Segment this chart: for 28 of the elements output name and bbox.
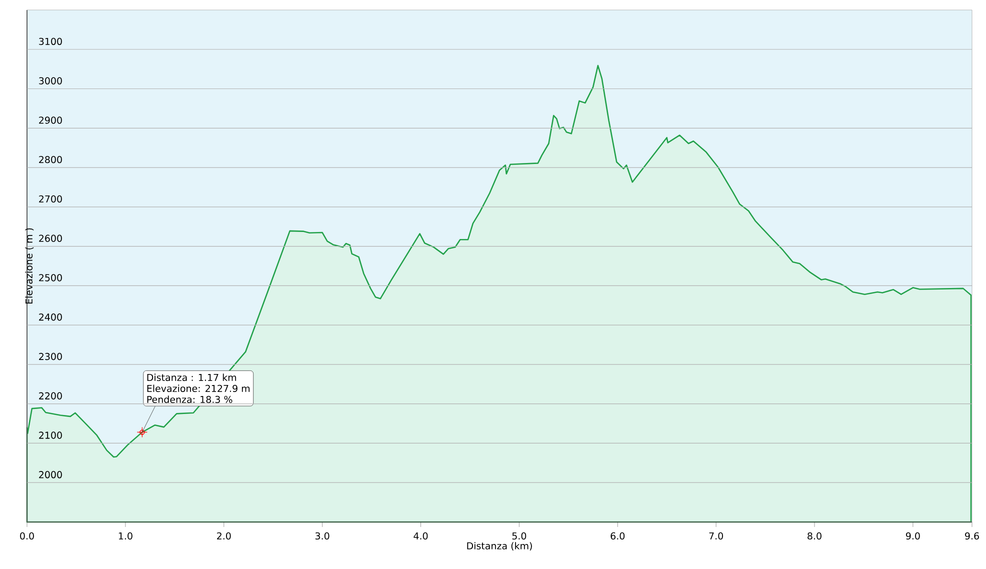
y-tick-label: 2400 (39, 314, 62, 321)
x-tick-label: 4.0 (414, 532, 428, 540)
y-tick-label: 2700 (39, 195, 62, 203)
x-tick-label: 0.0 (20, 532, 34, 540)
x-tick-label: 6.0 (610, 532, 625, 540)
annotation: Pendenza: 18.3 % (147, 396, 232, 404)
y-axis-title: Elevazione ( m ) (25, 228, 34, 304)
y-tick-label: 3100 (39, 38, 62, 46)
y-tick-label: 2600 (39, 234, 62, 242)
x-axis-title: Distanza (km) (467, 542, 532, 551)
x-tick-label: 3.0 (315, 532, 330, 540)
x-tick-label: 8.0 (808, 532, 822, 540)
x-tick-label: 2.0 (217, 532, 231, 540)
x-tick-label: 9.0 (906, 532, 920, 540)
y-tick-label: 3000 (39, 77, 62, 84)
y-tick-label: 2300 (39, 352, 62, 360)
x-tick-label: 7.0 (709, 532, 723, 540)
y-tick-label: 2500 (39, 274, 62, 282)
y-tick-label: 2800 (39, 156, 62, 164)
y-tick-label: 2100 (39, 432, 62, 439)
y-tick-label: 2200 (39, 392, 62, 400)
annotation: Elevazione: 2127.9 m (147, 384, 250, 392)
x-tick-label: 9.6 (965, 532, 979, 540)
y-tick-label: 2000 (39, 471, 62, 478)
x-tick-label: 5.0 (512, 532, 526, 540)
x-tick-label: 1.0 (118, 532, 132, 540)
y-tick-label: 2900 (39, 116, 62, 124)
annotation: Distanza : 1.17 km (147, 374, 236, 382)
